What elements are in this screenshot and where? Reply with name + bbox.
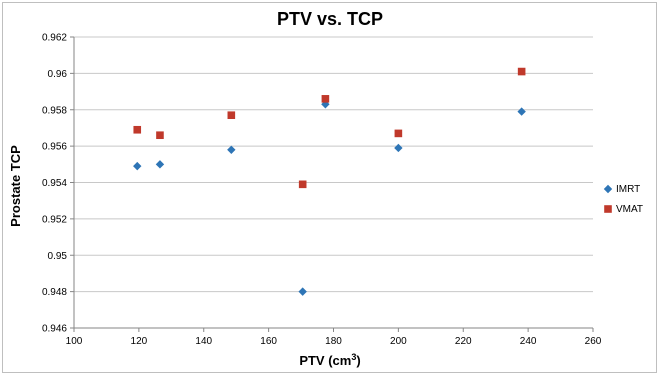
legend-marker-imrt xyxy=(603,184,613,194)
y-tick-label: 0.958 xyxy=(42,105,67,116)
imrt-data-point xyxy=(133,161,142,171)
y-tick-label: 0.95 xyxy=(48,251,68,262)
x-tick-label: 140 xyxy=(195,336,212,347)
imrt-data-point xyxy=(517,107,526,116)
x-axis-label-main: PTV (cm xyxy=(299,353,351,368)
x-tick-label: 240 xyxy=(520,336,537,347)
x-axis-ticks: 100 120 140 160 180 200 220 240 260 xyxy=(66,328,602,347)
gridlines xyxy=(74,36,593,329)
imrt-data-point xyxy=(298,287,307,296)
y-tick-label: 0.962 xyxy=(42,33,67,44)
imrt-data-point xyxy=(155,160,165,169)
chart-title: PTV vs. TCP xyxy=(277,9,383,29)
legend: IMRT VMAT xyxy=(603,184,643,215)
x-tick-label: 220 xyxy=(455,336,472,347)
y-axis-label: Prostate TCP xyxy=(8,145,23,227)
y-tick-label: 0.954 xyxy=(42,178,67,189)
vmat-data-point xyxy=(321,95,330,103)
y-tick-label: 0.948 xyxy=(42,287,67,298)
vmat-data-point xyxy=(133,125,142,134)
vmat-data-point xyxy=(394,129,403,138)
vmat-data-point xyxy=(227,111,236,120)
y-axis-ticks: 0.946 0.948 0.95 0.952 0.954 0.956 0.958 0.96 0.… xyxy=(42,33,74,335)
legend-label-imrt: IMRT xyxy=(616,184,640,195)
y-tick-label: 0.956 xyxy=(42,142,67,153)
chart-frame xyxy=(2,2,657,373)
vmat-data-point xyxy=(298,180,307,189)
y-tick-label: 0.96 xyxy=(48,69,68,80)
legend-label-vmat: VMAT xyxy=(616,204,643,215)
x-tick-label: 200 xyxy=(390,336,407,347)
x-tick-label: 160 xyxy=(260,336,277,347)
vmat-data-point xyxy=(156,131,164,140)
vmat-data-point xyxy=(517,67,526,76)
imrt-data-point xyxy=(227,145,236,154)
imrt-data-point xyxy=(394,143,403,153)
x-tick-label: 180 xyxy=(325,336,342,347)
y-tick-label: 0.952 xyxy=(42,214,67,225)
x-axis-label-superscript: 3 xyxy=(351,352,356,362)
x-tick-label: 120 xyxy=(131,336,148,347)
x-axis-label-close: ) xyxy=(356,353,360,368)
y-tick-label: 0.946 xyxy=(42,324,67,335)
x-axis-label: PTV (cm3) xyxy=(299,352,360,368)
x-tick-label: 100 xyxy=(66,336,83,347)
data-points xyxy=(133,67,526,296)
x-tick-label: 260 xyxy=(585,336,602,347)
legend-marker-vmat xyxy=(604,205,612,213)
